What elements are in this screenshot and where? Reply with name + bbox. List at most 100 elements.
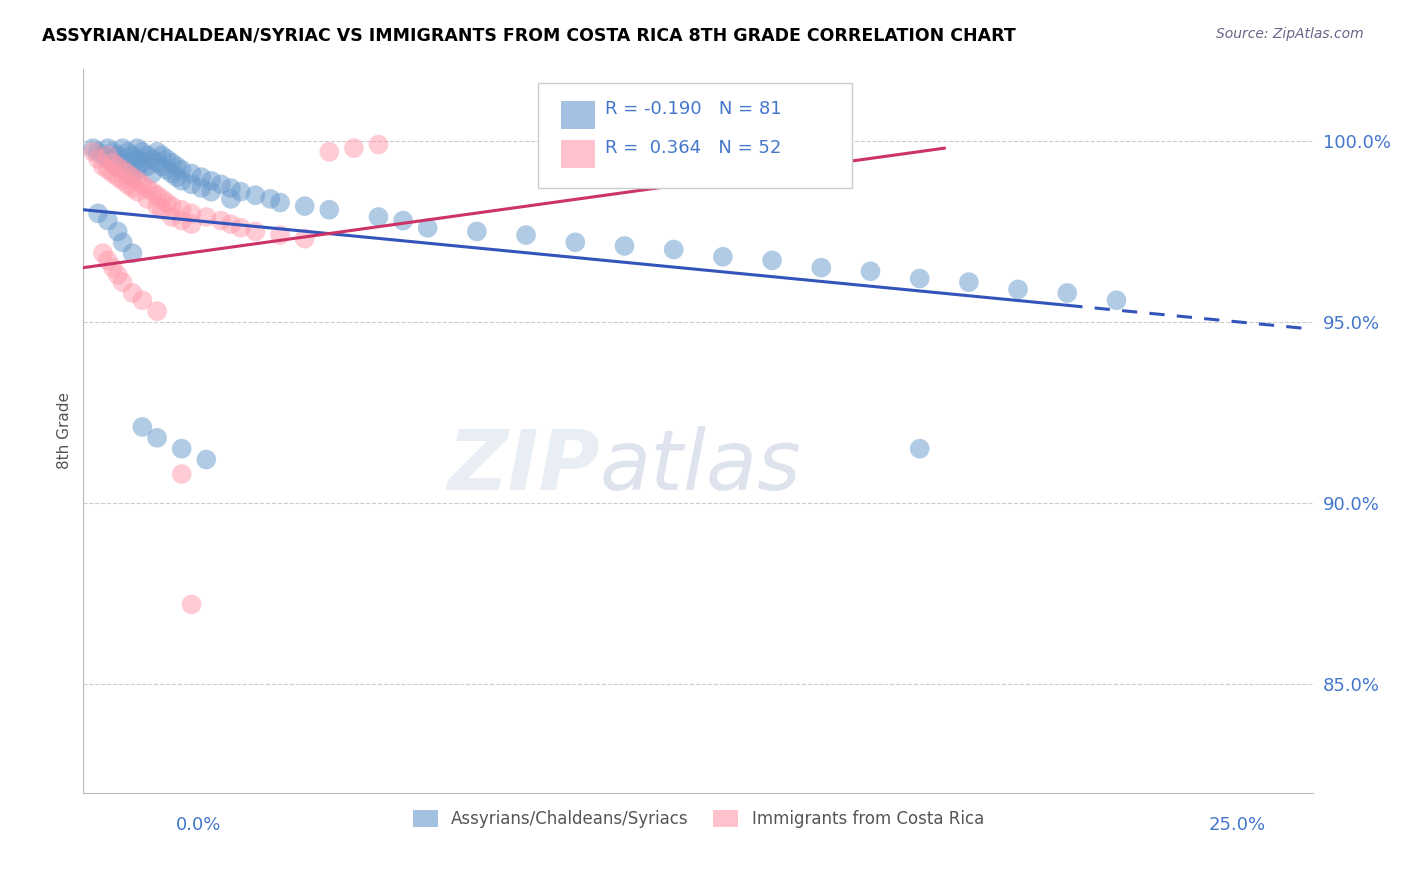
Point xyxy=(111,275,134,289)
Point xyxy=(101,260,124,275)
Point xyxy=(127,152,149,166)
Point xyxy=(515,228,537,243)
Point xyxy=(127,174,149,188)
Point xyxy=(146,155,169,169)
Text: ASSYRIAN/CHALDEAN/SYRIAC VS IMMIGRANTS FROM COSTA RICA 8TH GRADE CORRELATION CHA: ASSYRIAN/CHALDEAN/SYRIAC VS IMMIGRANTS F… xyxy=(42,27,1017,45)
Point xyxy=(101,145,124,159)
Point xyxy=(170,442,193,456)
Point xyxy=(146,145,169,159)
Point xyxy=(91,246,114,260)
Point xyxy=(117,145,139,159)
Point xyxy=(82,145,104,159)
Point xyxy=(1007,282,1029,296)
Point xyxy=(121,170,143,185)
Point xyxy=(170,213,193,227)
Point xyxy=(146,188,169,202)
Point xyxy=(127,162,149,177)
Point xyxy=(101,155,124,169)
Point xyxy=(245,188,267,202)
Point xyxy=(180,178,202,192)
Point xyxy=(101,155,124,169)
Point xyxy=(117,178,139,192)
Point xyxy=(97,213,120,227)
Point xyxy=(160,155,183,169)
Point xyxy=(146,199,169,213)
Point xyxy=(219,217,242,231)
Point xyxy=(156,195,179,210)
Point xyxy=(318,202,340,217)
Point xyxy=(101,167,124,181)
Point xyxy=(269,195,291,210)
Text: 0.0%: 0.0% xyxy=(176,816,221,834)
Point xyxy=(564,235,586,250)
Point xyxy=(136,192,159,206)
Point xyxy=(111,141,134,155)
Point xyxy=(294,232,316,246)
Point xyxy=(97,148,120,162)
Point xyxy=(711,250,734,264)
Point xyxy=(87,206,110,220)
Text: Source: ZipAtlas.com: Source: ZipAtlas.com xyxy=(1216,27,1364,41)
Point xyxy=(166,170,188,185)
Point xyxy=(190,170,212,185)
Point xyxy=(195,452,218,467)
Point xyxy=(166,159,188,173)
Point xyxy=(107,224,129,238)
Point xyxy=(259,192,281,206)
Point xyxy=(117,167,139,181)
Point xyxy=(146,431,169,445)
Point xyxy=(1105,293,1128,308)
Point xyxy=(107,170,129,185)
Point xyxy=(180,167,202,181)
Point xyxy=(121,181,143,195)
Point xyxy=(111,152,134,166)
Point xyxy=(245,224,267,238)
Point xyxy=(150,148,173,162)
Point xyxy=(117,155,139,169)
Point xyxy=(141,167,163,181)
Point xyxy=(131,155,153,169)
Point xyxy=(219,181,242,195)
Point xyxy=(127,185,149,199)
Point xyxy=(117,167,139,181)
Point xyxy=(200,174,222,188)
Point xyxy=(127,141,149,155)
Point xyxy=(219,192,242,206)
Point xyxy=(294,199,316,213)
Point xyxy=(121,285,143,300)
Point xyxy=(107,148,129,162)
Point xyxy=(146,304,169,318)
Point xyxy=(190,181,212,195)
Point xyxy=(200,185,222,199)
Point xyxy=(229,220,252,235)
Point xyxy=(392,213,415,227)
Point xyxy=(150,159,173,173)
Point xyxy=(156,152,179,166)
Point xyxy=(160,199,183,213)
Legend: Assyrians/Chaldeans/Syriacs, Immigrants from Costa Rica: Assyrians/Chaldeans/Syriacs, Immigrants … xyxy=(406,804,991,835)
Text: ZIP: ZIP xyxy=(447,426,600,508)
Point xyxy=(107,159,129,173)
Y-axis label: 8th Grade: 8th Grade xyxy=(58,392,72,469)
FancyBboxPatch shape xyxy=(538,83,852,188)
Point xyxy=(229,185,252,199)
Point xyxy=(170,162,193,177)
Point xyxy=(136,181,159,195)
Point xyxy=(107,159,129,173)
Point xyxy=(91,148,114,162)
Point xyxy=(209,213,232,227)
Point xyxy=(121,246,143,260)
Point xyxy=(367,210,389,224)
Point xyxy=(957,275,980,289)
Bar xyxy=(561,140,595,168)
Point xyxy=(160,167,183,181)
Point xyxy=(131,145,153,159)
Point xyxy=(180,598,202,612)
Point xyxy=(908,442,931,456)
Point xyxy=(367,137,389,152)
Text: R = -0.190   N = 81: R = -0.190 N = 81 xyxy=(605,100,782,118)
Point xyxy=(170,202,193,217)
Point xyxy=(82,141,104,155)
Point xyxy=(107,268,129,282)
Point xyxy=(87,152,110,166)
